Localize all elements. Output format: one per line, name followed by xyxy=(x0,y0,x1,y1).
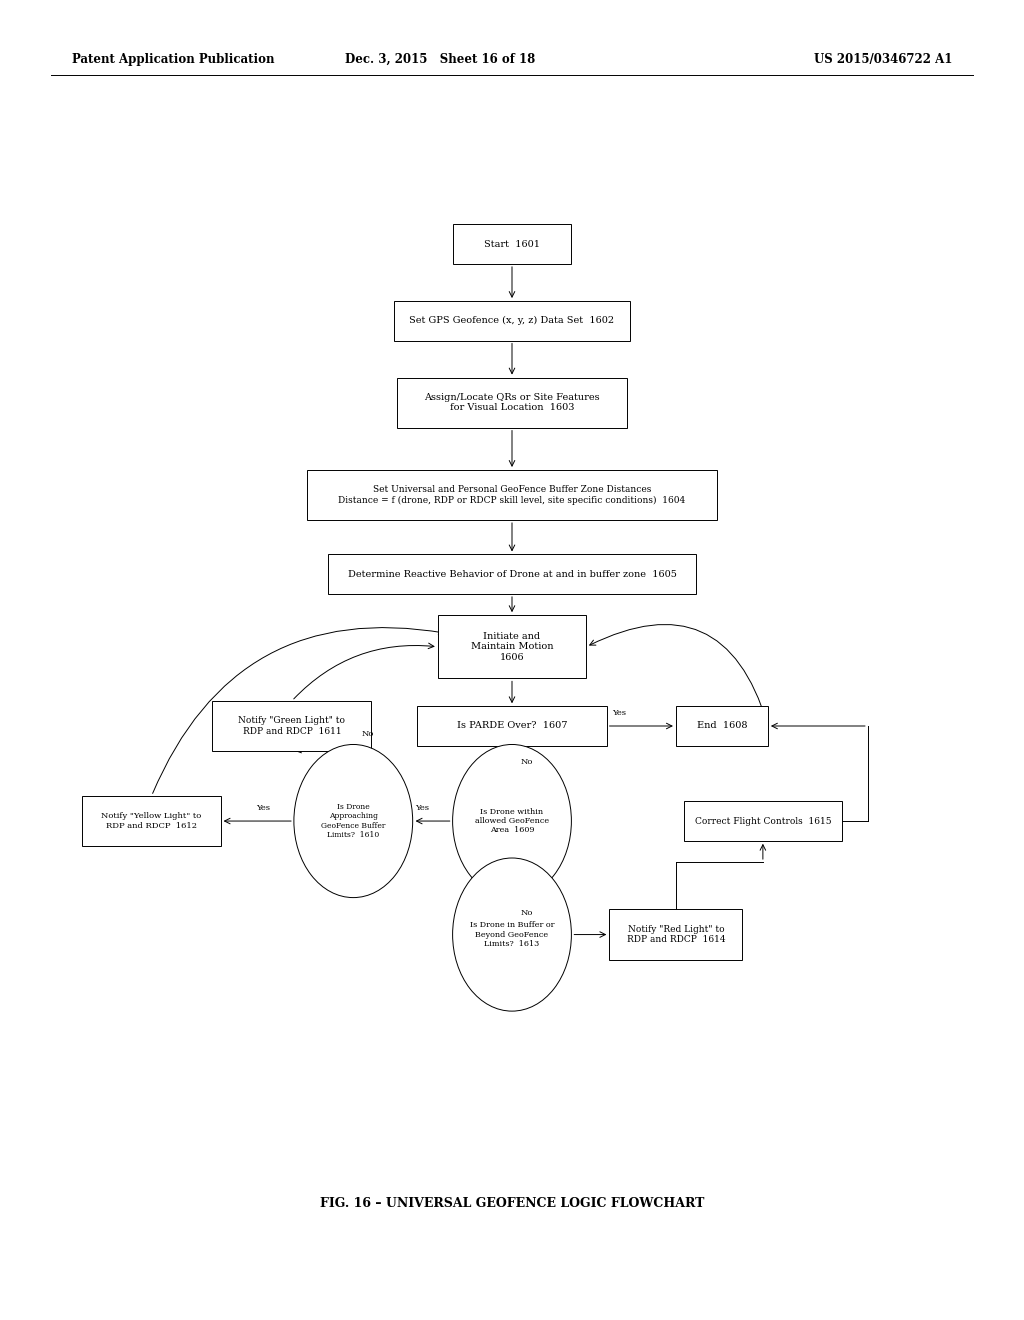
Text: Set GPS Geofence (x, y, z) Data Set  1602: Set GPS Geofence (x, y, z) Data Set 1602 xyxy=(410,317,614,325)
Text: Is Drone within
allowed GeoFence
Area  1609: Is Drone within allowed GeoFence Area 16… xyxy=(475,808,549,834)
Circle shape xyxy=(453,858,571,1011)
Text: No: No xyxy=(520,909,532,917)
Text: No: No xyxy=(361,730,374,738)
Text: Notify "Green Light" to
RDP and RDCP  1611: Notify "Green Light" to RDP and RDCP 161… xyxy=(239,717,345,735)
Text: Determine Reactive Behavior of Drone at and in buffer zone  1605: Determine Reactive Behavior of Drone at … xyxy=(347,570,677,578)
Circle shape xyxy=(453,744,571,898)
Text: Patent Application Publication: Patent Application Publication xyxy=(72,53,274,66)
FancyBboxPatch shape xyxy=(397,378,627,428)
Text: US 2015/0346722 A1: US 2015/0346722 A1 xyxy=(814,53,952,66)
Text: Is Drone
Approaching
GeoFence Buffer
Limits?  1610: Is Drone Approaching GeoFence Buffer Lim… xyxy=(322,804,385,838)
Text: Is Drone in Buffer or
Beyond GeoFence
Limits?  1613: Is Drone in Buffer or Beyond GeoFence Li… xyxy=(470,921,554,948)
Text: Yes: Yes xyxy=(256,804,270,812)
Text: Is PARDE Over?  1607: Is PARDE Over? 1607 xyxy=(457,722,567,730)
FancyBboxPatch shape xyxy=(453,224,571,264)
FancyBboxPatch shape xyxy=(212,701,371,751)
FancyBboxPatch shape xyxy=(438,615,586,678)
Text: Initiate and
Maintain Motion
1606: Initiate and Maintain Motion 1606 xyxy=(471,632,553,661)
Text: Dec. 3, 2015   Sheet 16 of 18: Dec. 3, 2015 Sheet 16 of 18 xyxy=(345,53,536,66)
FancyBboxPatch shape xyxy=(394,301,630,341)
FancyBboxPatch shape xyxy=(609,909,742,960)
FancyBboxPatch shape xyxy=(684,801,842,841)
FancyBboxPatch shape xyxy=(328,554,696,594)
Text: Set Universal and Personal GeoFence Buffer Zone Distances
Distance = f (drone, R: Set Universal and Personal GeoFence Buff… xyxy=(338,486,686,504)
Text: FIG. 16 – UNIVERSAL GEOFENCE LOGIC FLOWCHART: FIG. 16 – UNIVERSAL GEOFENCE LOGIC FLOWC… xyxy=(319,1197,705,1210)
Text: End  1608: End 1608 xyxy=(696,722,748,730)
Text: Start  1601: Start 1601 xyxy=(484,240,540,248)
Text: Notify "Yellow Light" to
RDP and RDCP  1612: Notify "Yellow Light" to RDP and RDCP 16… xyxy=(101,812,202,830)
Circle shape xyxy=(294,744,413,898)
FancyBboxPatch shape xyxy=(82,796,221,846)
Text: Assign/Locate QRs or Site Features
for Visual Location  1603: Assign/Locate QRs or Site Features for V… xyxy=(424,393,600,412)
FancyBboxPatch shape xyxy=(676,706,768,746)
Text: No: No xyxy=(520,758,532,766)
Text: Notify "Red Light" to
RDP and RDCP  1614: Notify "Red Light" to RDP and RDCP 1614 xyxy=(627,925,725,944)
Text: Correct Flight Controls  1615: Correct Flight Controls 1615 xyxy=(694,817,831,825)
Text: Yes: Yes xyxy=(612,709,626,717)
FancyBboxPatch shape xyxy=(418,706,606,746)
FancyBboxPatch shape xyxy=(307,470,717,520)
Text: Yes: Yes xyxy=(415,804,429,812)
